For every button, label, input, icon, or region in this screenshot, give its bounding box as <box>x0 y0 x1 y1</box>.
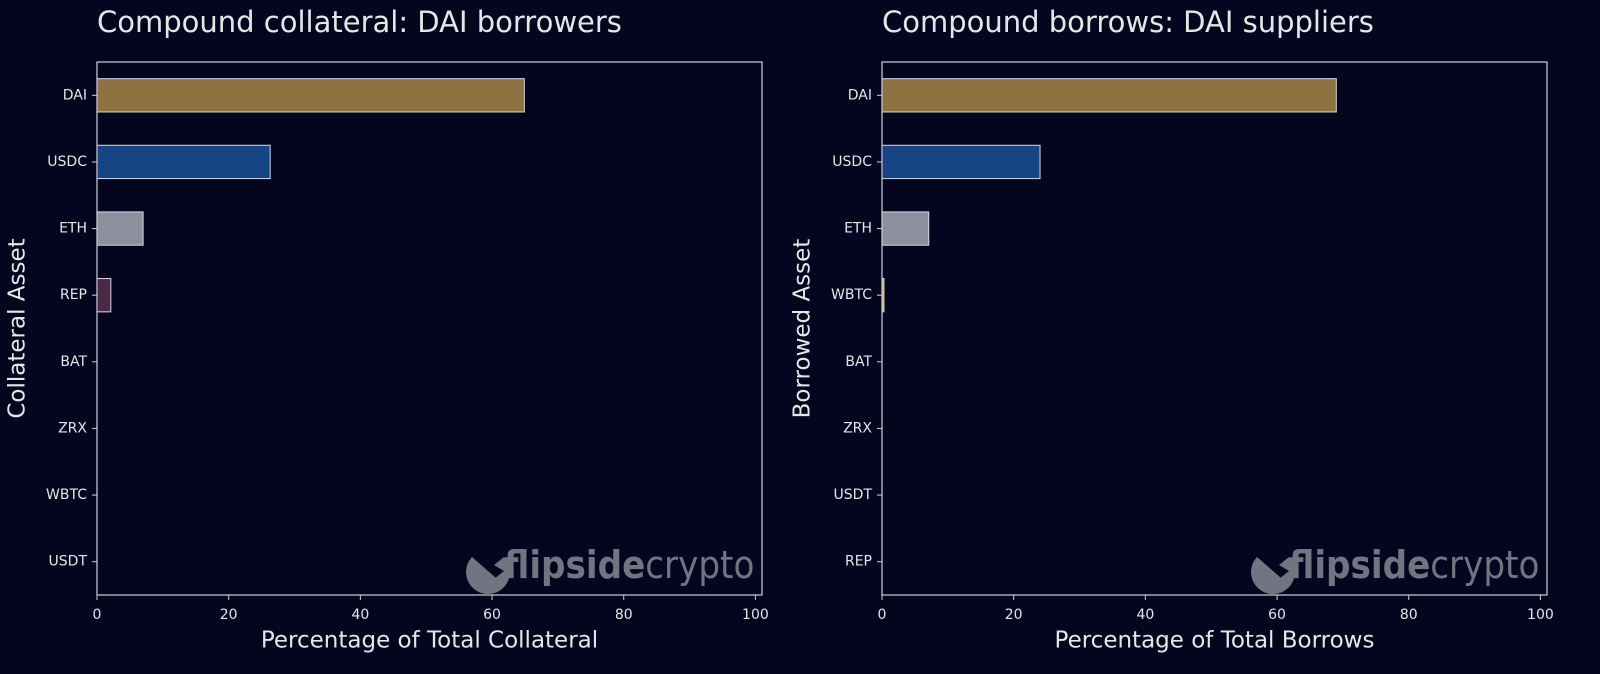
watermark-part: flipside <box>1289 543 1430 587</box>
y-tick-label: ZRX <box>843 420 872 436</box>
bar <box>881 211 930 246</box>
x-tick-label: 40 <box>1136 607 1154 623</box>
x-tick-label: 20 <box>1005 607 1023 623</box>
y-tick-label: USDT <box>834 487 873 503</box>
x-tick-label: 60 <box>483 607 501 623</box>
plot-frame <box>96 61 763 596</box>
y-tick-label: ETH <box>59 221 87 237</box>
x-tick-label: 0 <box>93 607 102 623</box>
x-axis-label: Percentage of Total Borrows <box>1055 628 1375 654</box>
watermark-logo <box>1251 557 1296 595</box>
y-tick-label: ZRX <box>58 420 87 436</box>
y-axis-label: Collateral Asset <box>5 238 31 418</box>
watermark-text: flipsidecrypto <box>1289 543 1539 587</box>
y-tick-label: WBTC <box>46 487 87 503</box>
bar <box>881 144 1041 180</box>
y-tick-label: DAI <box>848 87 872 103</box>
chart-title: Compound borrows: DAI suppliers <box>882 5 1374 39</box>
bar <box>881 278 885 313</box>
x-tick-label: 80 <box>615 607 633 623</box>
watermark-text: flipsidecrypto <box>504 543 754 587</box>
watermark-part: flipside <box>504 543 645 587</box>
y-tick-label: BAT <box>60 354 87 370</box>
bar <box>96 144 271 180</box>
x-tick-label: 60 <box>1268 607 1286 623</box>
x-tick-label: 40 <box>351 607 369 623</box>
bar <box>881 78 1337 113</box>
plot-frame <box>881 61 1548 596</box>
x-tick-label: 100 <box>1527 607 1554 623</box>
y-tick-label: REP <box>845 554 872 570</box>
x-tick-label: 80 <box>1400 607 1418 623</box>
y-tick-label: BAT <box>845 354 872 370</box>
watermark-part: crypto <box>1430 543 1539 587</box>
x-tick-label: 20 <box>220 607 238 623</box>
y-tick-label: USDC <box>832 154 872 170</box>
bar <box>96 78 525 113</box>
watermark: flipsidecrypto <box>466 543 754 595</box>
x-tick-label: 100 <box>742 607 769 623</box>
watermark-part: crypto <box>645 543 754 587</box>
x-axis-label: Percentage of Total Collateral <box>261 628 598 654</box>
y-tick-label: USDT <box>49 554 88 570</box>
y-tick-label: USDC <box>47 154 87 170</box>
y-tick-label: WBTC <box>831 287 872 303</box>
chart-title: Compound collateral: DAI borrowers <box>97 5 622 39</box>
watermark: flipsidecrypto <box>1251 543 1539 595</box>
watermark-logo <box>466 557 510 595</box>
y-tick-label: ETH <box>844 221 872 237</box>
bar <box>96 211 144 246</box>
y-tick-label: DAI <box>63 87 87 103</box>
bar <box>96 278 112 313</box>
x-tick-label: 0 <box>878 607 887 623</box>
y-axis-label: Borrowed Asset <box>790 239 816 419</box>
y-tick-label: REP <box>60 287 87 303</box>
